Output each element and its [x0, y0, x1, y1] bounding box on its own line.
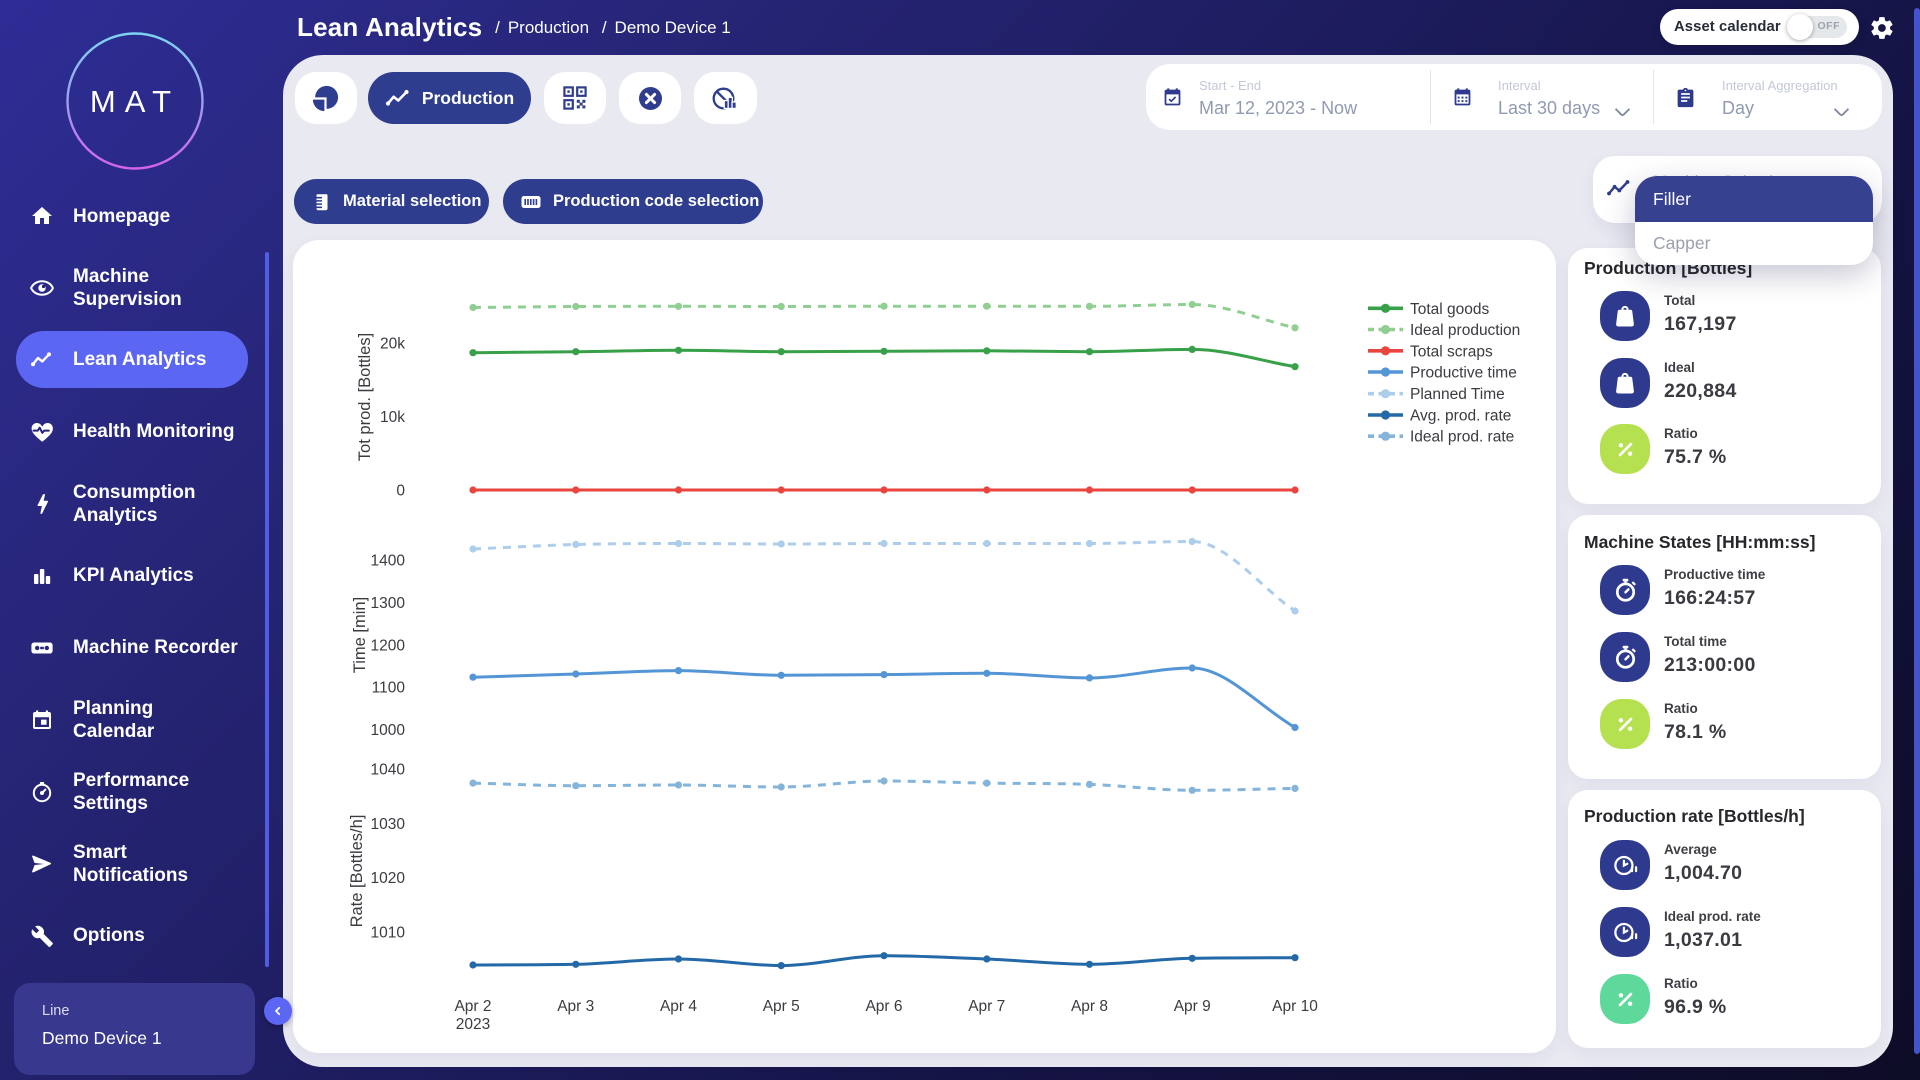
- svg-text:MAT: MAT: [90, 84, 180, 119]
- svg-text:Apr 3: Apr 3: [557, 998, 594, 1015]
- svg-text:Planned Time: Planned Time: [1410, 386, 1505, 403]
- svg-text:2023: 2023: [456, 1016, 490, 1033]
- svg-text:Ideal production: Ideal production: [1410, 322, 1520, 339]
- svg-text:1000: 1000: [371, 722, 406, 739]
- svg-text:1040: 1040: [371, 762, 406, 779]
- svg-text:Rate [Bottles/h]: Rate [Bottles/h]: [348, 815, 366, 928]
- svg-text:10k: 10k: [380, 409, 405, 426]
- svg-text:Total scraps: Total scraps: [1410, 343, 1493, 360]
- svg-text:1100: 1100: [372, 680, 406, 697]
- svg-text:0: 0: [396, 483, 405, 500]
- svg-text:Time [min]: Time [min]: [351, 597, 369, 673]
- svg-text:Apr 7: Apr 7: [968, 998, 1005, 1015]
- svg-text:Apr 2: Apr 2: [454, 998, 491, 1015]
- svg-text:Apr 6: Apr 6: [865, 998, 902, 1015]
- svg-text:1400: 1400: [371, 553, 406, 570]
- svg-text:Apr 5: Apr 5: [763, 998, 800, 1015]
- svg-text:Avg. prod. rate: Avg. prod. rate: [1410, 408, 1511, 425]
- svg-text:Total goods: Total goods: [1410, 301, 1490, 318]
- svg-text:Apr 8: Apr 8: [1071, 998, 1108, 1015]
- svg-text:Productive time: Productive time: [1410, 365, 1517, 382]
- svg-text:1030: 1030: [371, 816, 406, 833]
- svg-text:Apr 10: Apr 10: [1272, 998, 1318, 1015]
- svg-text:Apr 4: Apr 4: [660, 998, 697, 1015]
- svg-text:1020: 1020: [371, 870, 406, 887]
- svg-text:Tot prod. [Bottles]: Tot prod. [Bottles]: [356, 333, 374, 461]
- svg-text:Ideal prod. rate: Ideal prod. rate: [1410, 429, 1514, 446]
- svg-text:Apr 9: Apr 9: [1174, 998, 1211, 1015]
- svg-text:1010: 1010: [371, 924, 406, 941]
- svg-text:1200: 1200: [371, 638, 406, 655]
- svg-text:1300: 1300: [371, 595, 406, 612]
- svg-text:20k: 20k: [380, 336, 405, 353]
